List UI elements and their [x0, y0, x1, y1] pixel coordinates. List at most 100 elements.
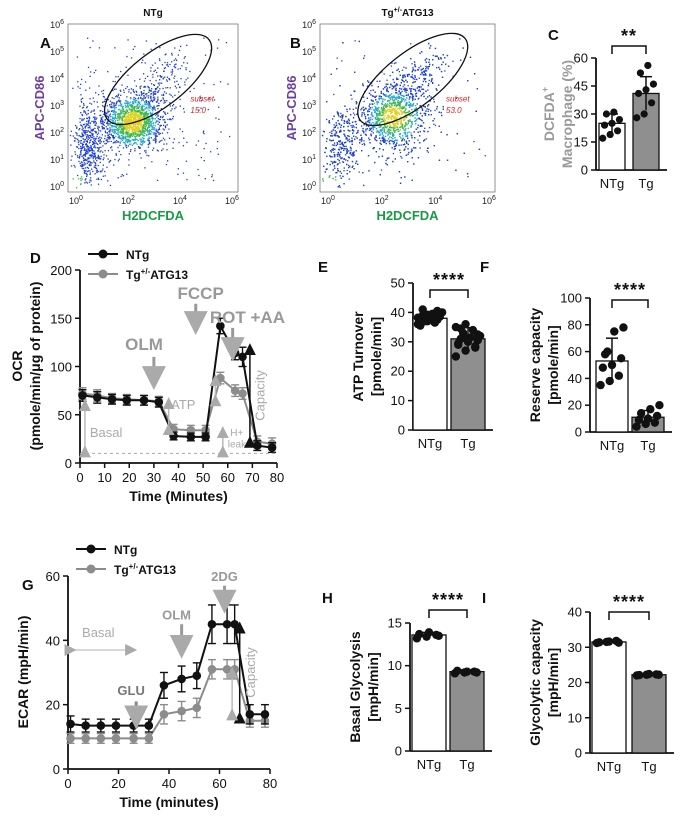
flow-event: [89, 173, 91, 176]
flow-event: [424, 73, 427, 75]
flow-event: [105, 139, 107, 141]
flow-event: [81, 113, 83, 116]
flow-event: [375, 128, 378, 130]
flow-event: [131, 131, 134, 134]
y-tick-label: 50: [391, 276, 405, 291]
flow-event: [377, 86, 379, 88]
flow-event: [145, 101, 148, 103]
flow-event: [416, 111, 418, 113]
flow-event: [134, 138, 137, 140]
flow-event: [105, 112, 108, 114]
flow-event: [414, 113, 416, 116]
flow-event: [83, 104, 85, 106]
flow-event: [146, 134, 148, 137]
flow-event: [397, 112, 400, 114]
flow-event: [82, 165, 84, 167]
flow-event: [88, 181, 91, 183]
flow-event: [86, 114, 88, 116]
flow-event: [426, 108, 428, 110]
flow-event: [412, 95, 415, 97]
data-point: [613, 127, 622, 135]
flow-event: [325, 168, 327, 171]
flow-event: [329, 139, 331, 141]
flow-event: [144, 108, 146, 110]
flow-event: [430, 114, 432, 116]
flow-event: [349, 165, 351, 168]
flow-event: [438, 111, 440, 113]
flow-event: [102, 105, 104, 107]
flow-event: [332, 161, 334, 163]
flow-event: [129, 118, 131, 120]
flow-event: [336, 111, 338, 113]
flow-event: [90, 184, 92, 186]
flow-event: [474, 73, 476, 75]
flow-event: [80, 151, 82, 153]
flow-event: [162, 137, 165, 139]
flow-event: [388, 118, 390, 121]
flow-event: [388, 157, 390, 159]
flow-event: [129, 126, 132, 128]
flow-event: [95, 164, 97, 167]
flow-event: [101, 127, 104, 129]
flow-event: [161, 75, 163, 78]
flow-event: [385, 132, 387, 134]
flow-event: [117, 122, 119, 124]
flow-event: [147, 115, 149, 117]
flow-event: [396, 115, 398, 117]
flow-event: [133, 128, 135, 130]
flow-event: [160, 108, 162, 110]
flow-event: [425, 70, 428, 72]
flow-event: [478, 148, 481, 150]
flow-event: [411, 108, 413, 111]
flow-event: [343, 167, 345, 169]
flow-event: [392, 133, 394, 135]
flow-event: [136, 116, 138, 118]
flow-event: [375, 108, 377, 110]
flow-event: [128, 130, 130, 132]
flow-event: [118, 117, 120, 119]
flow-event: [112, 107, 114, 109]
flow-event: [422, 80, 424, 83]
flow-event: [104, 98, 106, 100]
flow-event: [131, 128, 133, 130]
flow-event: [127, 133, 129, 135]
flow-event: [338, 149, 340, 151]
flow-event: [147, 125, 150, 127]
flow-event: [139, 122, 142, 124]
flow-event: [421, 51, 423, 53]
flow-event: [132, 48, 134, 50]
flow-event: [380, 140, 382, 142]
flow-event: [97, 140, 100, 142]
flow-event: [123, 115, 125, 117]
flow-event: [333, 161, 336, 163]
flow-event: [86, 107, 88, 109]
flow-event: [346, 152, 348, 154]
flow-event: [128, 127, 130, 130]
flow-event: [421, 109, 424, 111]
y-tick-label: 15: [574, 135, 588, 150]
flow-event: [400, 155, 402, 158]
flow-event: [155, 130, 157, 132]
flow-event: [395, 143, 397, 146]
flow-event: [352, 112, 355, 114]
flow-event: [397, 102, 399, 104]
flow-event: [368, 117, 370, 119]
flow-event: [339, 116, 342, 118]
flow-event: [428, 95, 431, 97]
flow-event: [145, 115, 147, 117]
flow-event: [210, 151, 212, 153]
flow-event: [413, 61, 416, 63]
flow-event: [184, 56, 186, 58]
flow-event: [171, 72, 174, 74]
flow-event: [476, 88, 478, 90]
flow-event: [152, 117, 154, 120]
flow-event: [94, 154, 96, 156]
flow-event: [126, 128, 128, 131]
flow-event: [125, 106, 127, 109]
flow-event: [146, 130, 148, 132]
flow-event: [420, 65, 422, 67]
flow-event: [347, 135, 349, 137]
flow-event: [166, 100, 168, 102]
flow-event: [325, 147, 327, 150]
flow-event: [324, 151, 326, 154]
